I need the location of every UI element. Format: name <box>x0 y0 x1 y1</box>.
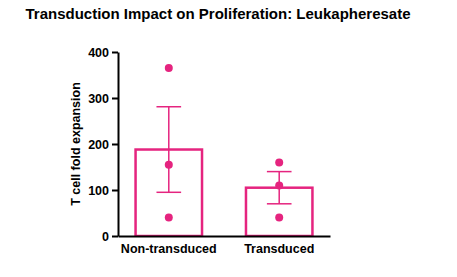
y-tick-mark <box>112 190 118 192</box>
point <box>275 181 283 189</box>
y-tick-label: 100 <box>88 184 109 198</box>
y-tick-label: 200 <box>88 138 109 152</box>
y-tick: 100 <box>88 184 118 198</box>
x-tick-label: Non-transduced <box>121 242 217 256</box>
point <box>275 158 283 166</box>
y-tick-label: 300 <box>88 92 109 106</box>
bar <box>136 150 202 236</box>
y-tick-mark <box>112 98 118 100</box>
y-tick-label: 0 <box>102 230 109 244</box>
y-tick-mark <box>112 236 118 238</box>
x-tick: Transduced <box>244 236 314 256</box>
x-axis-line <box>119 236 331 238</box>
error-bar <box>267 172 292 204</box>
y-tick: 300 <box>88 92 118 106</box>
x-tick-label: Transduced <box>244 242 314 256</box>
point <box>275 214 283 222</box>
y-axis-title: T cell fold expansion <box>69 82 83 206</box>
title: Transduction Impact on Proliferation: Le… <box>25 5 410 22</box>
y-tick: 400 <box>88 46 118 60</box>
error-cap <box>156 106 181 108</box>
y-tick-label: 400 <box>88 46 109 60</box>
point <box>165 64 173 72</box>
x-tick: Non-transduced <box>121 236 217 256</box>
x-axis: Non-transduced Transduced <box>119 236 331 256</box>
error-cap <box>267 203 292 205</box>
y-tick-mark <box>112 52 118 54</box>
error-cap <box>267 171 292 173</box>
chart: Transduction Impact on Proliferation: Le… <box>0 0 457 277</box>
y-tick: 200 <box>88 138 118 152</box>
y-tick-mark <box>112 144 118 146</box>
error-cap <box>156 192 181 194</box>
y-tick: 0 <box>102 230 118 244</box>
marks <box>136 64 313 236</box>
error-bar <box>156 107 181 193</box>
y-axis: 0 100 200 300 400 <box>88 46 118 244</box>
point <box>165 214 173 222</box>
point <box>165 161 173 169</box>
error-line <box>168 107 170 193</box>
